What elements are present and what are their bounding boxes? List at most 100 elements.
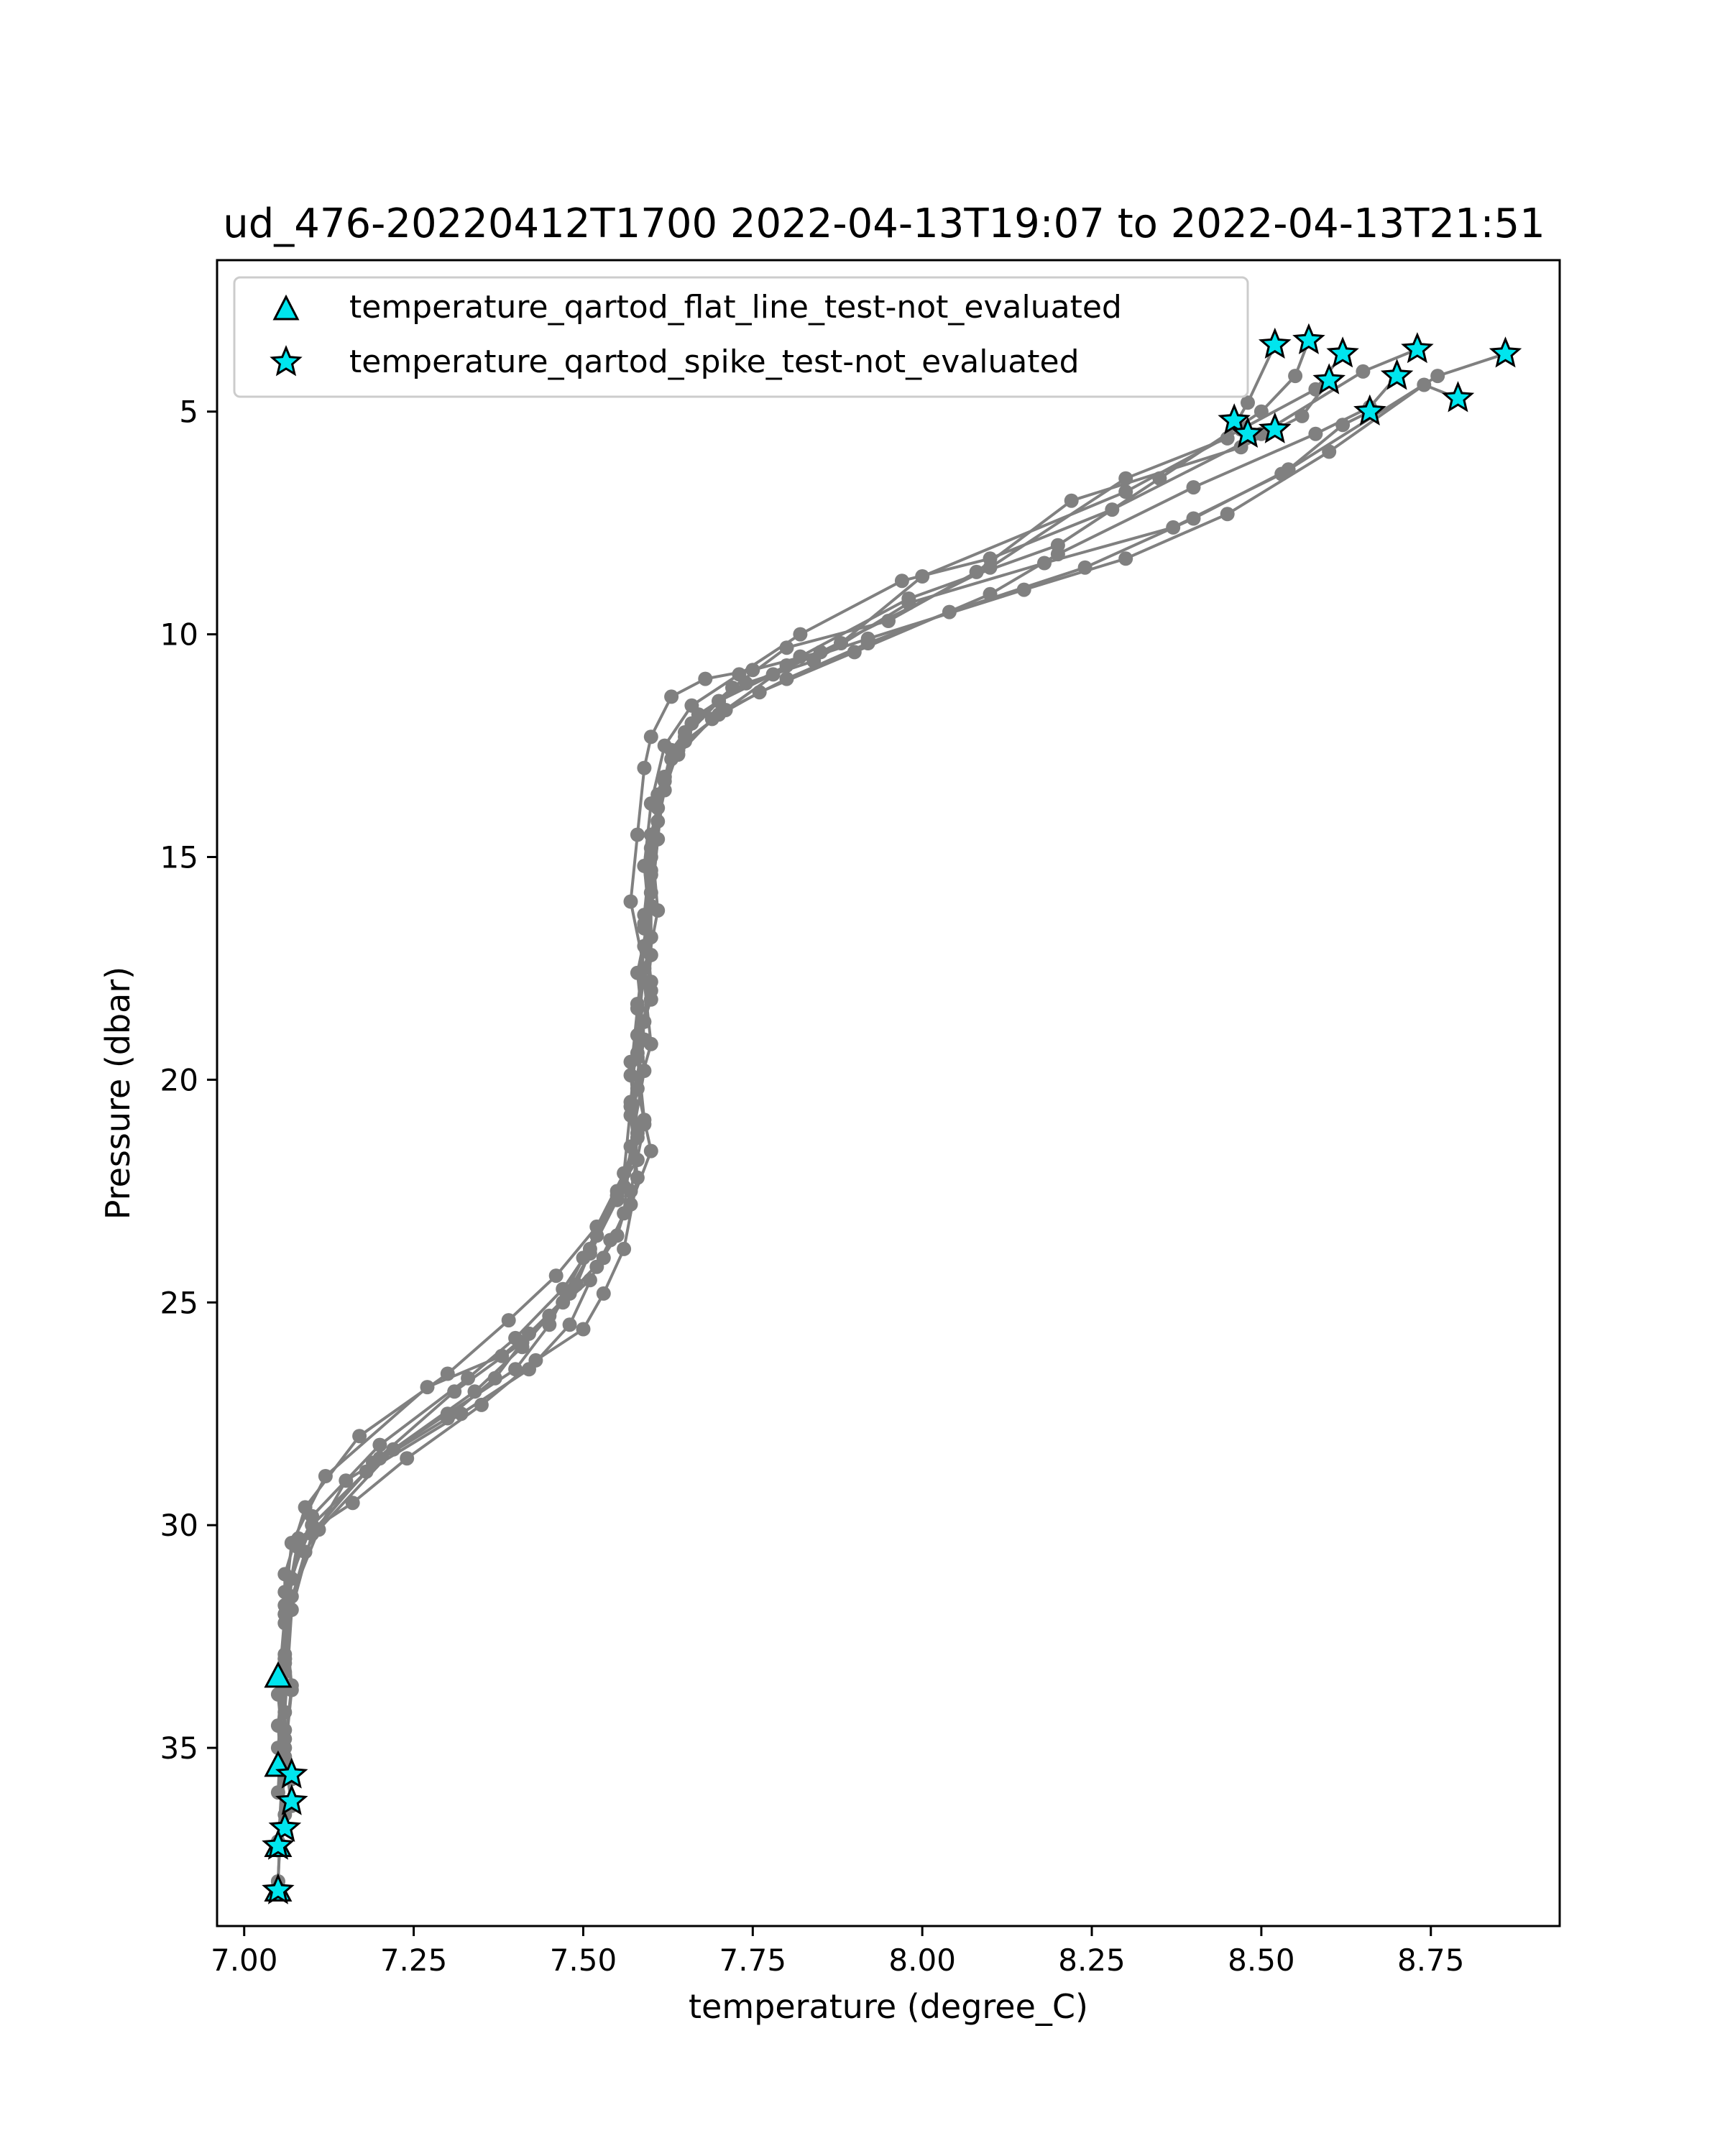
profile-point (1233, 440, 1248, 455)
spike-marker (275, 1784, 308, 1815)
profile-point (630, 965, 645, 980)
profile-point (664, 689, 679, 704)
profile-point (1308, 382, 1323, 397)
profile-point (630, 1130, 645, 1145)
profile-point (501, 1313, 516, 1328)
profile-point (623, 1197, 638, 1212)
profile-point (1294, 408, 1310, 423)
profile-point (372, 1437, 387, 1452)
profile-point (1077, 560, 1092, 575)
profile-point (793, 649, 808, 664)
spike-marker (1231, 416, 1264, 448)
profile-point (779, 640, 794, 655)
profile-point (1430, 369, 1445, 384)
profile-point (643, 867, 658, 883)
profile-point (277, 1616, 293, 1631)
profile-point (630, 1170, 645, 1185)
profile-point (847, 645, 862, 660)
profile-line (276, 352, 1506, 1882)
y-tick-label: 5 (179, 395, 198, 430)
profile-point (691, 707, 706, 722)
profile-point (284, 1603, 299, 1617)
y-tick-label: 15 (160, 840, 198, 875)
profile-point (1220, 507, 1235, 522)
profile-line (276, 410, 1371, 1851)
profile-point (617, 1241, 632, 1256)
profile-point (461, 1370, 476, 1386)
profile-point (650, 831, 666, 847)
profile-point (528, 1353, 543, 1368)
profile-point (440, 1411, 455, 1426)
profile-point (1186, 511, 1201, 526)
profile-point (1186, 480, 1201, 495)
profile-point (1050, 547, 1065, 562)
profile-point (1417, 377, 1432, 392)
series-points (270, 333, 1513, 1889)
profile-point (298, 1500, 313, 1515)
profile-point (643, 992, 658, 1007)
y-axis: 5 10 15 20 25 30 35 (160, 395, 217, 1766)
profile-point (562, 1317, 577, 1332)
profile-point (643, 975, 658, 990)
qc-markers (262, 323, 1522, 1904)
profile-point (596, 1250, 611, 1266)
profile-point (487, 1370, 502, 1386)
profile-point (1356, 364, 1371, 379)
profile-point (454, 1406, 469, 1422)
profile-line (283, 352, 1344, 1779)
profile-point (738, 676, 753, 691)
profile-point (1241, 395, 1255, 410)
y-tick-label: 30 (160, 1508, 198, 1543)
profile-point (901, 596, 916, 611)
profile-point (318, 1469, 333, 1483)
profile-point (630, 1046, 645, 1061)
profile-point (643, 1143, 658, 1158)
profile-point (1037, 556, 1052, 571)
x-tick-label: 7.50 (550, 1943, 617, 1978)
profile-point (277, 1651, 293, 1667)
profile-point (284, 1589, 299, 1604)
spike-marker (1258, 412, 1292, 443)
y-tick-label: 35 (160, 1731, 198, 1766)
profile-point (881, 614, 896, 628)
profile-point (277, 1723, 293, 1738)
legend-label-flat-line: temperature_qartod_flat_line_test-not_ev… (349, 289, 1122, 326)
profile-point (1308, 426, 1323, 441)
profile-point (623, 1099, 638, 1114)
profile-point (440, 1366, 455, 1381)
spike-marker (1326, 336, 1359, 368)
profile-point (576, 1322, 591, 1337)
profile-point (698, 671, 713, 686)
profile-point (582, 1246, 597, 1261)
profile-point (630, 1153, 645, 1167)
profile-point (942, 604, 957, 619)
x-tick-label: 8.25 (1058, 1943, 1126, 1978)
profile-point (617, 1179, 632, 1194)
profile-point (637, 921, 652, 936)
profile-point (1118, 551, 1133, 566)
profile-point (1118, 484, 1133, 499)
x-tick-label: 8.00 (888, 1943, 956, 1978)
spike-marker (262, 1828, 295, 1860)
profile-point (983, 551, 998, 566)
profile-point (834, 636, 848, 650)
profile-point (610, 1192, 625, 1207)
legend-star-marker (270, 345, 303, 377)
profile-point (637, 1032, 652, 1047)
y-axis-label: Pressure (dbar) (98, 967, 137, 1220)
y-tick-label: 20 (160, 1062, 198, 1097)
x-axis-label: temperature (degree_C) (689, 1987, 1088, 2026)
x-tick-label: 7.00 (211, 1943, 278, 1978)
profile-point (623, 894, 638, 909)
profile-point (765, 667, 781, 682)
profile-point (1288, 369, 1303, 384)
y-tick-label: 10 (160, 617, 198, 653)
profile-point (474, 1397, 489, 1412)
profile-point (860, 631, 875, 646)
profile-point (894, 573, 909, 589)
profile-point (352, 1429, 367, 1444)
profile-point (277, 1705, 293, 1720)
profile-point (582, 1273, 597, 1288)
profile-point (400, 1451, 415, 1466)
